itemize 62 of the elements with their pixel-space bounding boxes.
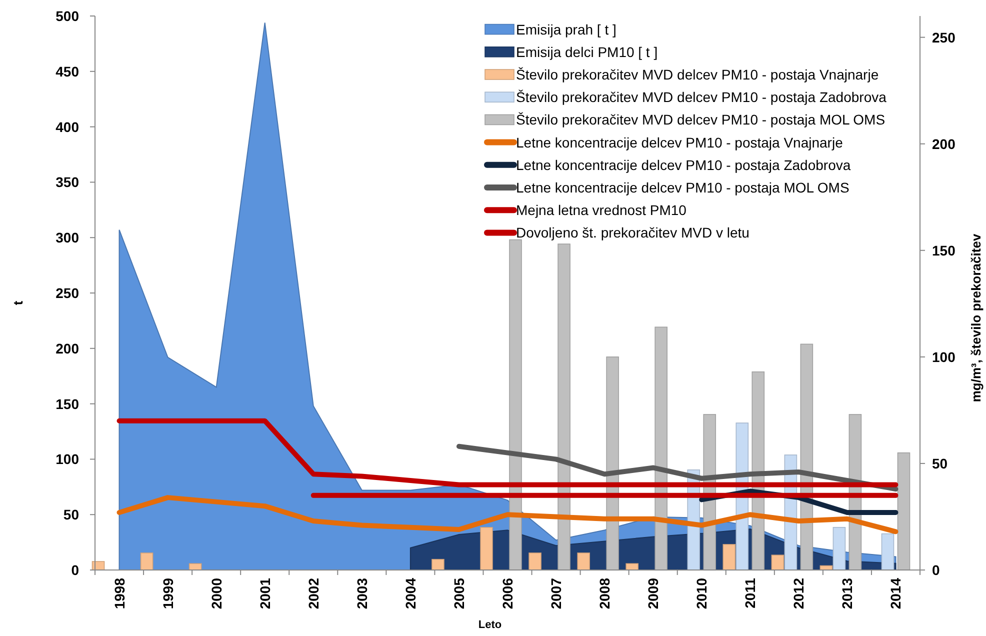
bar	[626, 563, 638, 570]
y2-tick-label: 100	[932, 348, 956, 365]
x-tick-label: 2014	[888, 578, 904, 610]
x-tick-label: 2011	[742, 578, 758, 608]
x-tick-label: 2010	[694, 578, 710, 610]
y-tick-label: 500	[56, 8, 80, 24]
y-tick-label: 350	[56, 174, 80, 190]
y-tick-label: 250	[56, 285, 80, 301]
x-tick-label: 2006	[500, 578, 516, 610]
legend-label: Dovoljeno št. prekoračitev MVD v letu	[516, 224, 750, 241]
legend-label: Število prekoračitev MVD delcev PM10 - postaja MOL OMS	[516, 112, 886, 128]
y2-tick-label: 150	[932, 242, 956, 258]
bar	[897, 452, 910, 570]
legend-label: Emisija prah [ t ]	[516, 21, 616, 38]
bar	[480, 526, 493, 570]
x-tick-label: 2008	[596, 578, 613, 610]
legend-label: Letne koncentracije delcev PM10 - postaja MOL OMS	[516, 180, 850, 196]
y-tick-label: 150	[56, 396, 80, 412]
y2-tick-label: 50	[932, 455, 948, 472]
x-tick-label: 2000	[208, 578, 224, 610]
y-tick-label: 0	[71, 562, 80, 578]
bar	[140, 552, 154, 570]
legend-label: Letne koncentracije delcev PM10 - postaja Zadobrova	[516, 156, 851, 173]
x-tick-label: 2001	[256, 578, 273, 610]
y-tick-label: 400	[56, 118, 80, 135]
bar	[606, 356, 619, 570]
y-tick-label: 200	[56, 340, 80, 356]
x-tick-label: 2012	[790, 578, 807, 610]
x-tick-label: 2007	[548, 578, 564, 610]
x-tick-label: 2005	[450, 578, 467, 610]
y2-tick-label: 250	[932, 29, 956, 46]
x-tick-label: 2013	[839, 578, 856, 610]
y-tick-label: 300	[56, 230, 80, 246]
y2-tick-label: 0	[932, 562, 940, 578]
x-tick-label: 1999	[160, 578, 176, 610]
bar	[771, 554, 784, 570]
bar	[832, 526, 846, 570]
legend-label: Število prekoračitev MVD delcev PM10 - postaja Zadobrova	[516, 89, 887, 106]
bar	[722, 544, 736, 570]
y-axis-title: t	[10, 300, 26, 306]
bar	[881, 533, 894, 570]
bar	[432, 558, 444, 570]
y-tick-label: 50	[63, 506, 80, 523]
bar	[509, 239, 522, 570]
bar	[577, 552, 590, 570]
legend-label: Emisija delci PM10 [ t ]	[516, 44, 658, 60]
legend-label: Mejna letna vrednost PM10	[516, 202, 687, 218]
y-tick-label: 450	[56, 63, 80, 80]
legend-label: Število prekoračitev MVD delcev PM10 - postaja Vnajnarje	[516, 66, 879, 82]
x-tick-label: 2002	[305, 578, 322, 610]
x-tick-label: 2004	[402, 578, 418, 610]
bar	[528, 552, 542, 570]
bar	[654, 326, 668, 570]
bar	[558, 244, 570, 570]
x-tick-label: 2009	[645, 578, 662, 610]
y-tick-label: 100	[56, 451, 80, 468]
y2-axis-title: mg/m³, število prekoračitev	[968, 233, 984, 402]
x-tick-label: 1998	[111, 578, 128, 610]
x-tick-label: 2003	[354, 578, 370, 610]
x-axis-title: Leto	[478, 619, 502, 631]
legend-label: Letne koncentracije delcev PM10 - postaja Vnajnarje	[516, 134, 844, 150]
y2-tick-label: 200	[932, 136, 956, 152]
